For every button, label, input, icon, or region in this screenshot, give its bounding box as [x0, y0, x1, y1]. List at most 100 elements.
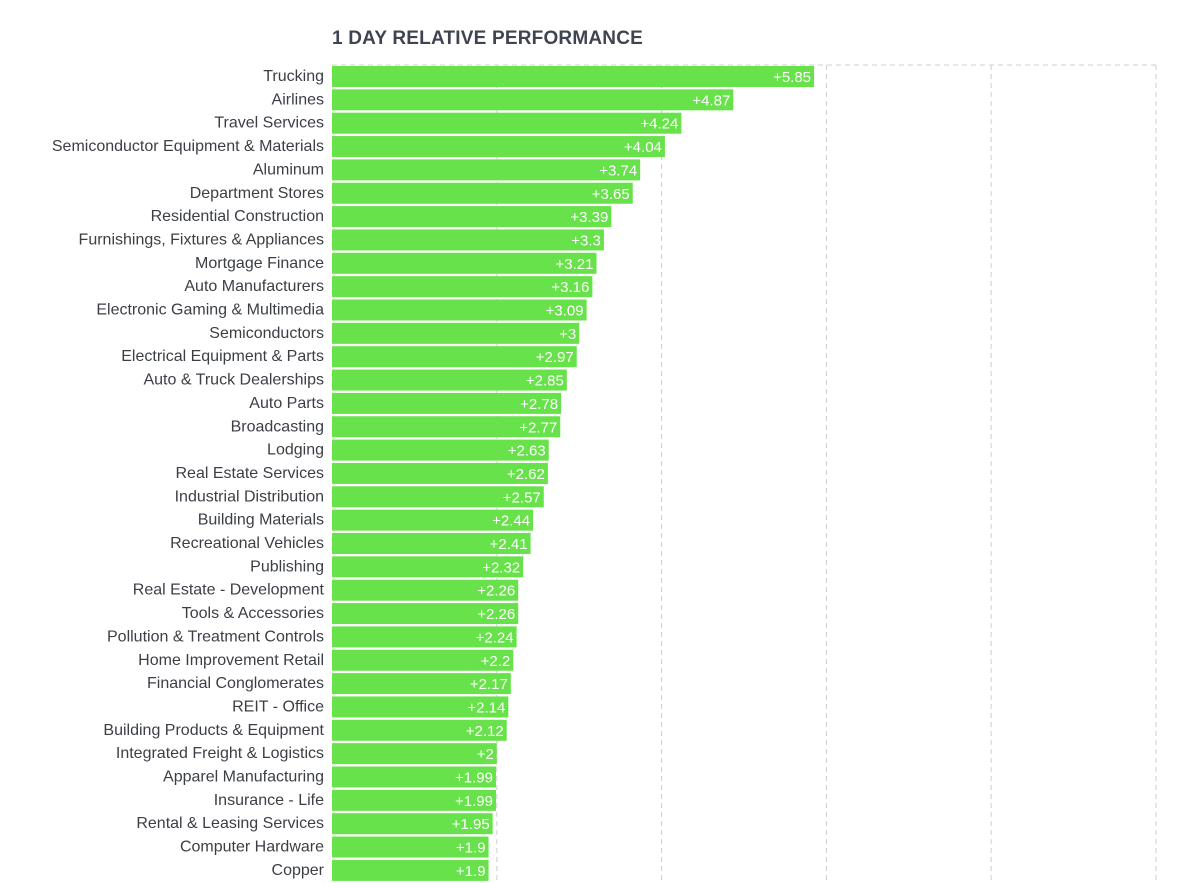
bar-7[interactable]	[332, 229, 604, 251]
bar-29[interactable]	[332, 743, 497, 765]
value-label: +3.39	[570, 209, 608, 226]
value-label: +2.57	[503, 489, 541, 506]
value-label: +2	[477, 746, 494, 763]
category-label: Travel Services	[214, 115, 324, 132]
bar-0[interactable]	[332, 66, 815, 87]
bar-13[interactable]	[332, 369, 567, 391]
category-label: Semiconductors	[209, 325, 324, 342]
value-label: +2.77	[519, 419, 557, 436]
value-label: +2.62	[507, 466, 545, 483]
chart-title: 1 DAY RELATIVE PERFORMANCE	[332, 28, 644, 49]
value-label: +1.9	[456, 840, 486, 857]
value-label: +4.04	[624, 139, 662, 156]
bar-22[interactable]	[332, 579, 519, 601]
category-label: Auto Manufacturers	[184, 278, 324, 295]
bar-19[interactable]	[332, 509, 534, 531]
bar-14[interactable]	[332, 392, 562, 414]
category-label: Industrial Distribution	[175, 488, 324, 505]
category-label: Financial Conglomerates	[147, 675, 324, 692]
bar-17[interactable]	[332, 462, 548, 484]
bar-16[interactable]	[332, 439, 549, 461]
category-label: Mortgage Finance	[195, 255, 324, 272]
bar-10[interactable]	[332, 299, 587, 321]
category-label: Auto Parts	[249, 395, 324, 412]
value-label: +3.09	[546, 303, 584, 320]
value-labels: +5.85 +4.87 +4.24 +4.04 +3.74 +3.65 +3.39 +3.3 +…	[452, 69, 811, 880]
bar-8[interactable]	[332, 252, 597, 274]
bar-18[interactable]	[332, 486, 544, 508]
category-label: Department Stores	[190, 185, 324, 202]
bar-23[interactable]	[332, 603, 519, 625]
value-label: +2.26	[477, 583, 515, 600]
bar-4[interactable]	[332, 159, 641, 181]
category-label: Real Estate - Development	[133, 582, 325, 599]
bar-25[interactable]	[332, 649, 514, 671]
value-label: +2.2	[481, 653, 511, 670]
category-label: Broadcasting	[231, 418, 324, 435]
value-label: +2.41	[490, 536, 528, 553]
category-label: Rental & Leasing Services	[136, 815, 324, 832]
value-label: +2.32	[482, 559, 520, 576]
category-label: Recreational Vehicles	[170, 535, 324, 552]
category-label: Trucking	[263, 68, 324, 85]
category-label: Building Products & Equipment	[103, 722, 324, 739]
bar-20[interactable]	[332, 533, 531, 554]
value-label: +2.85	[526, 373, 564, 390]
category-label: Pollution & Treatment Controls	[107, 628, 324, 645]
bar-12[interactable]	[332, 346, 577, 368]
bar-9[interactable]	[332, 276, 593, 298]
value-label: +1.9	[456, 863, 486, 880]
bar-30[interactable]	[332, 766, 496, 788]
bar-27[interactable]	[332, 696, 509, 718]
value-label: +4.87	[692, 92, 730, 109]
value-label: +3.16	[551, 279, 589, 296]
value-label: +2.78	[520, 396, 558, 413]
value-label: +2.44	[492, 513, 530, 530]
value-label: +2.97	[536, 349, 574, 366]
category-label: Airlines	[272, 91, 324, 108]
bar-3[interactable]	[332, 136, 665, 158]
value-label: +1.99	[455, 770, 493, 787]
category-label: Apparel Manufacturing	[163, 769, 324, 786]
value-label: +2.63	[508, 443, 546, 460]
value-label: +3.3	[571, 232, 601, 249]
category-label: Semiconductor Equipment & Materials	[52, 138, 324, 155]
bar-33[interactable]	[332, 836, 489, 858]
value-label: +2.12	[466, 723, 504, 740]
category-label: Tools & Accessories	[182, 605, 324, 622]
bar-15[interactable]	[332, 416, 561, 438]
category-label: Integrated Freight & Logistics	[116, 745, 324, 762]
bar-26[interactable]	[332, 673, 511, 695]
value-label: +3	[559, 326, 576, 343]
bar-28[interactable]	[332, 719, 507, 741]
value-label: +3.65	[592, 186, 630, 203]
category-label: Copper	[272, 862, 325, 879]
bar-34[interactable]	[332, 859, 489, 881]
category-label: Electrical Equipment & Parts	[121, 348, 324, 365]
category-label: Aluminum	[253, 161, 324, 178]
value-label: +2.24	[476, 629, 514, 646]
bar-31[interactable]	[332, 789, 496, 811]
category-label: Residential Construction	[151, 208, 324, 225]
category-label: Home Improvement Retail	[138, 652, 324, 669]
value-label: +5.85	[773, 69, 811, 86]
bar-5[interactable]	[332, 182, 633, 204]
bar-2[interactable]	[332, 112, 682, 134]
value-label: +4.24	[640, 116, 678, 133]
category-label: Insurance - Life	[214, 792, 324, 809]
bar-11[interactable]	[332, 322, 580, 344]
bar-21[interactable]	[332, 556, 524, 578]
category-label: Real Estate Services	[175, 465, 324, 482]
value-label: +2.14	[467, 699, 505, 716]
value-label: +2.17	[470, 676, 508, 693]
bar-32[interactable]	[332, 813, 493, 835]
bar-6[interactable]	[332, 206, 612, 228]
value-label: +3.21	[556, 256, 594, 273]
category-label: Lodging	[267, 442, 324, 459]
bar-1[interactable]	[332, 89, 734, 111]
bars	[332, 66, 815, 881]
category-label: Building Materials	[198, 512, 324, 529]
bar-24[interactable]	[332, 626, 517, 648]
category-label: REIT - Office	[232, 698, 324, 715]
